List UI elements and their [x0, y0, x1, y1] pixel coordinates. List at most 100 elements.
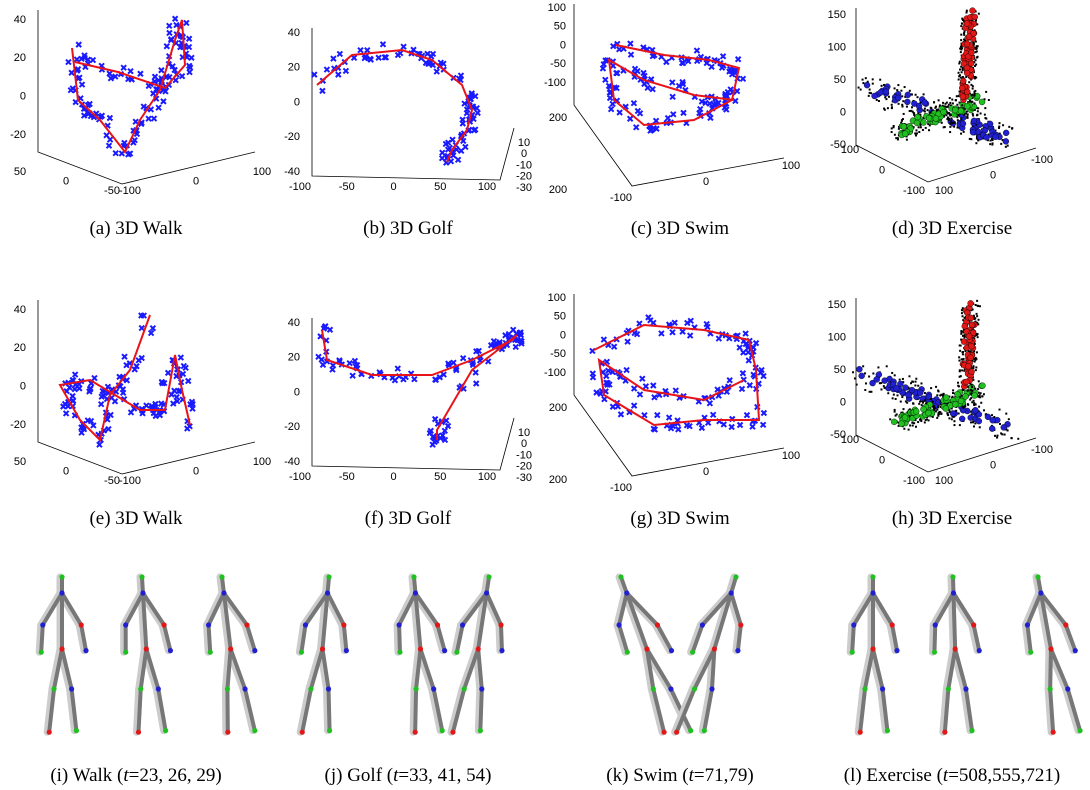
scatter-point	[994, 129, 997, 132]
scatter-point	[961, 330, 964, 333]
scatter-point	[914, 380, 917, 383]
scatter-point	[961, 76, 964, 79]
scatter-point	[364, 46, 371, 54]
scatter-point	[960, 45, 963, 48]
scatter-point	[149, 324, 157, 332]
scatter-point	[752, 339, 760, 347]
scatter-point	[975, 56, 978, 59]
scatter-point	[963, 33, 966, 36]
scatter-point	[973, 102, 976, 105]
scatter-point	[913, 422, 916, 425]
scatter-point	[910, 93, 913, 96]
scatter-point	[459, 354, 467, 362]
scatter-point	[969, 7, 976, 14]
scatter-point	[947, 103, 950, 106]
x-tick-label: 0	[390, 471, 396, 483]
scatter-point	[602, 76, 609, 83]
joint	[862, 686, 868, 692]
scatter-point	[882, 83, 885, 86]
joint	[38, 649, 44, 655]
y-tick-label: -20	[516, 461, 532, 473]
scatter-point	[950, 418, 953, 421]
bone	[617, 623, 630, 655]
scatter-point	[960, 132, 963, 135]
scatter-point	[967, 350, 970, 353]
scatter-point	[965, 333, 973, 340]
scatter-point	[957, 381, 960, 384]
bone	[221, 591, 249, 627]
scatter-point	[975, 417, 983, 425]
scatter-point	[958, 424, 961, 427]
scatter-point	[86, 100, 93, 108]
bone	[871, 647, 885, 691]
scatter-point	[963, 20, 966, 23]
scatter-point	[970, 421, 973, 424]
scatter-point	[111, 398, 119, 405]
bone	[228, 647, 248, 691]
bone	[397, 591, 418, 627]
scatter-point	[346, 359, 353, 367]
scatter-point	[972, 41, 975, 44]
bone	[476, 647, 484, 691]
scatter-point	[898, 378, 901, 381]
bone	[136, 687, 143, 735]
scatter-point	[924, 126, 927, 129]
scatter-point	[973, 360, 976, 363]
scatter-point	[983, 409, 986, 412]
scatter-point	[934, 410, 937, 413]
scatter-point	[970, 30, 977, 37]
joint	[324, 590, 331, 596]
x-tick-label: 0	[63, 175, 69, 187]
scatter-point	[961, 47, 964, 50]
z-tick-label: 0	[20, 91, 26, 103]
scatter-point	[910, 106, 913, 109]
joint	[851, 622, 857, 628]
scatter-point	[950, 119, 953, 122]
scatter-point	[400, 43, 407, 50]
bone	[1038, 591, 1068, 627]
scatter-point	[974, 89, 977, 92]
scatter-point	[639, 375, 646, 382]
scatter-point	[604, 381, 611, 388]
scatter-point	[994, 434, 997, 437]
z-tick-label: -50	[830, 429, 846, 441]
scatter-point	[893, 133, 896, 136]
scatter-point	[654, 411, 661, 419]
scatter-point	[342, 67, 350, 75]
scatter-point	[650, 319, 657, 327]
joint	[1028, 649, 1034, 655]
scatter-point	[966, 389, 969, 392]
scatter-point	[185, 35, 193, 42]
scatter-point	[970, 397, 973, 400]
joint	[252, 648, 258, 654]
scatter-point	[883, 107, 886, 110]
axis-frame	[311, 28, 515, 181]
scatter-point	[949, 101, 952, 104]
scatter-point	[974, 387, 977, 390]
joint	[870, 590, 876, 596]
y-tick-label: 0	[521, 148, 527, 160]
bone	[484, 575, 491, 595]
scatter-point	[941, 393, 944, 396]
scatter-point	[188, 398, 196, 405]
scatter-point	[616, 109, 623, 116]
scatter-point	[62, 410, 70, 417]
scatter-point	[439, 432, 446, 439]
scatter-point	[963, 30, 966, 33]
scatter-point	[975, 312, 978, 315]
x-tick-label: 50	[434, 471, 446, 483]
scatter-point	[963, 38, 966, 41]
z-tick-label: -20	[10, 419, 26, 431]
joint	[161, 622, 167, 628]
scatter-point	[736, 344, 743, 351]
scatter-point	[703, 320, 710, 328]
joint	[135, 729, 142, 735]
scatter-point	[925, 418, 928, 421]
scatter-point	[948, 117, 951, 120]
scatter-point	[946, 105, 949, 108]
scatter-point	[602, 57, 609, 64]
scatter-point	[630, 100, 638, 107]
z-tick-label: -50	[550, 58, 566, 70]
scatter-point	[932, 115, 940, 122]
scatter-point	[917, 384, 920, 387]
